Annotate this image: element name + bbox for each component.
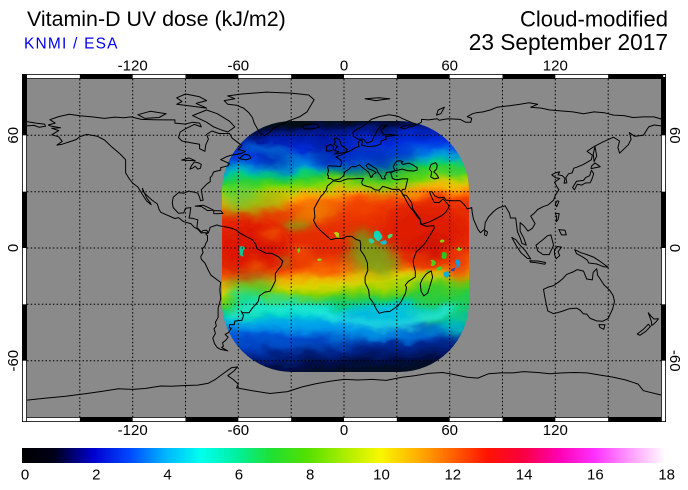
svg-text:8: 8 bbox=[306, 467, 314, 484]
svg-text:12: 12 bbox=[444, 467, 461, 484]
svg-text:2: 2 bbox=[92, 467, 100, 484]
svg-text:-120: -120 bbox=[118, 57, 148, 74]
svg-text:23 September 2017: 23 September 2017 bbox=[469, 29, 668, 55]
svg-text:0: 0 bbox=[340, 422, 348, 439]
svg-text:-120: -120 bbox=[118, 422, 148, 439]
svg-text:18: 18 bbox=[658, 467, 675, 484]
svg-text:-60: -60 bbox=[5, 350, 22, 372]
svg-text:Vitamin-D UV dose (kJ/m2): Vitamin-D UV dose (kJ/m2) bbox=[27, 7, 286, 31]
svg-text:60: 60 bbox=[441, 57, 458, 74]
svg-text:-60: -60 bbox=[227, 422, 249, 439]
svg-text:Cloud-modified: Cloud-modified bbox=[520, 6, 668, 31]
svg-text:0: 0 bbox=[666, 244, 683, 252]
svg-text:60: 60 bbox=[5, 127, 22, 144]
svg-text:120: 120 bbox=[543, 57, 568, 74]
svg-text:14: 14 bbox=[516, 467, 533, 484]
svg-text:-60: -60 bbox=[227, 57, 249, 74]
svg-text:16: 16 bbox=[587, 467, 604, 484]
svg-text:4: 4 bbox=[163, 467, 171, 484]
svg-text:10: 10 bbox=[373, 467, 390, 484]
svg-text:-60: -60 bbox=[666, 350, 683, 372]
svg-text:0: 0 bbox=[21, 467, 29, 484]
svg-text:0: 0 bbox=[5, 244, 22, 252]
svg-text:60: 60 bbox=[666, 127, 683, 144]
svg-text:KNMI / ESA: KNMI / ESA bbox=[24, 35, 119, 52]
svg-text:0: 0 bbox=[340, 57, 348, 74]
svg-text:60: 60 bbox=[441, 422, 458, 439]
svg-text:120: 120 bbox=[543, 422, 568, 439]
svg-text:6: 6 bbox=[235, 467, 243, 484]
